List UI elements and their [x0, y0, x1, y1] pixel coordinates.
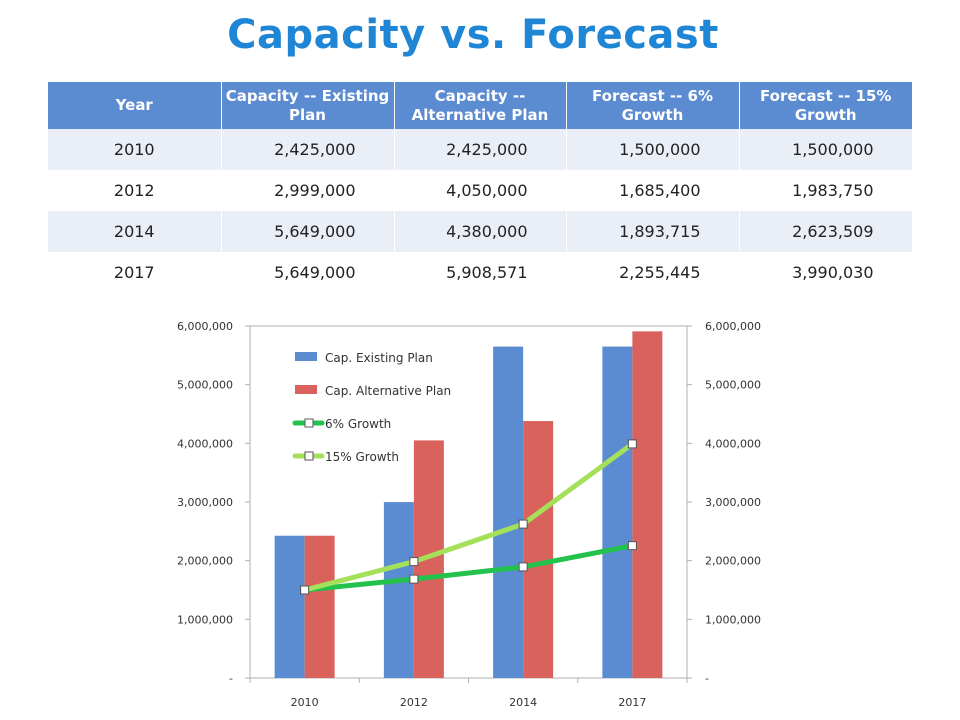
y2-tick-label: 5,000,000: [705, 379, 761, 392]
point-15-growth-2017: [627, 439, 637, 449]
table-row: 2010 2,425,000 2,425,000 1,500,000 1,500…: [48, 129, 913, 170]
table-cell: 1,893,715: [566, 211, 740, 252]
table-cell: 2012: [48, 170, 222, 211]
y-tick-label: 5,000,000: [177, 379, 233, 392]
x-tick-label: 2017: [618, 696, 646, 709]
header-year: Year: [48, 82, 222, 129]
bars-group: [274, 331, 663, 678]
bar-cap-alternative-plan-2010: [304, 535, 335, 678]
bar-cap-alternative-plan-2014: [523, 421, 554, 678]
y2-tick-label: 6,000,000: [705, 320, 761, 333]
bar-cap-alternative-plan-2017: [632, 331, 663, 678]
table-cell: 4,050,000: [394, 170, 567, 211]
point-6-growth-2017: [627, 541, 637, 551]
table-cell: 5,649,000: [221, 211, 395, 252]
y2-tick-label: 3,000,000: [705, 496, 761, 509]
lines-group: [300, 439, 637, 595]
y-tick-label: 2,000,000: [177, 555, 233, 568]
legend: Cap. Existing Plan Cap. Alternative Plan 6…: [292, 351, 451, 464]
table-cell: 2,255,445: [566, 252, 740, 293]
line-6-growth: [302, 543, 635, 593]
y-tick-label: 6,000,000: [177, 320, 233, 333]
table-cell: 5,649,000: [221, 252, 395, 293]
point-6-growth-2014: [518, 562, 528, 572]
legend-label-cap-existing-plan: Cap. Existing Plan: [325, 351, 433, 365]
y2-tick-label: 1,000,000: [705, 613, 761, 626]
legend-label-6-growth: 6% Growth: [325, 417, 391, 431]
y2-tick-label: -: [705, 672, 709, 685]
legend-marker-6-growth: [304, 418, 314, 428]
x-tick-label: 2012: [400, 696, 428, 709]
legend-swatch-cap-existing-plan: [295, 352, 317, 361]
y-tick-label: -: [229, 672, 233, 685]
slide-title: Capacity vs. Forecast: [227, 12, 719, 58]
table-cell: 3,990,030: [739, 252, 913, 293]
table-cell: 5,908,571: [394, 252, 567, 293]
point-15-growth-2010: [300, 585, 310, 595]
point-15-growth-2014: [518, 519, 528, 529]
table-cell: 2,425,000: [221, 129, 395, 170]
bar-cap-existing-plan-2010: [274, 535, 305, 678]
capacity-forecast-table: Year Capacity -- Existing Plan Capacity …: [48, 82, 913, 293]
header-forecast-15: Forecast -- 15% Growth: [739, 82, 912, 129]
y-tick-label: 3,000,000: [177, 496, 233, 509]
bar-cap-existing-plan-2017: [602, 346, 633, 678]
table-cell: 2010: [48, 129, 222, 170]
y-tick-label: 1,000,000: [177, 613, 233, 626]
table-row: 2014 5,649,000 4,380,000 1,893,715 2,623…: [48, 211, 913, 252]
x-tick-label: 2010: [291, 696, 319, 709]
table-header-row: Year Capacity -- Existing Plan Capacity …: [48, 82, 912, 129]
legend-swatch-cap-alternative-plan: [295, 385, 317, 394]
table-cell: 1,983,750: [739, 170, 913, 211]
header-capacity-existing: Capacity -- Existing Plan: [221, 82, 395, 129]
table-cell: 4,380,000: [394, 211, 567, 252]
line-15-growth: [302, 441, 635, 593]
x-tick-label: 2014: [509, 696, 537, 709]
header-capacity-alternative: Capacity -- Alternative Plan: [394, 82, 567, 129]
table-cell: 2014: [48, 211, 222, 252]
legend-label-cap-alternative-plan: Cap. Alternative Plan: [325, 384, 451, 398]
y2-tick-label: 4,000,000: [705, 437, 761, 450]
y-tick-label: 4,000,000: [177, 437, 233, 450]
table-cell: 2,425,000: [394, 129, 567, 170]
bar-cap-existing-plan-2012: [383, 502, 414, 678]
point-15-growth-2012: [409, 557, 419, 567]
table-cell: 1,685,400: [566, 170, 740, 211]
table-row: 2012 2,999,000 4,050,000 1,685,400 1,983…: [48, 170, 913, 211]
legend-marker-15-growth: [304, 451, 314, 461]
bar-cap-existing-plan-2014: [493, 346, 524, 678]
table-cell: 2017: [48, 252, 222, 293]
y2-tick-label: 2,000,000: [705, 555, 761, 568]
legend-label-15-growth: 15% Growth: [325, 450, 399, 464]
table-row: 2017 5,649,000 5,908,571 2,255,445 3,990…: [48, 252, 913, 293]
axes-group: - - 1,000,000 1,000,000 2,000,000 2,000,000 3,…: [177, 320, 761, 709]
header-forecast-6: Forecast -- 6% Growth: [566, 82, 740, 129]
table-cell: 2,999,000: [221, 170, 395, 211]
table-cell: 2,623,509: [739, 211, 913, 252]
point-6-growth-2012: [409, 574, 419, 584]
table-cell: 1,500,000: [566, 129, 740, 170]
table-cell: 1,500,000: [739, 129, 913, 170]
